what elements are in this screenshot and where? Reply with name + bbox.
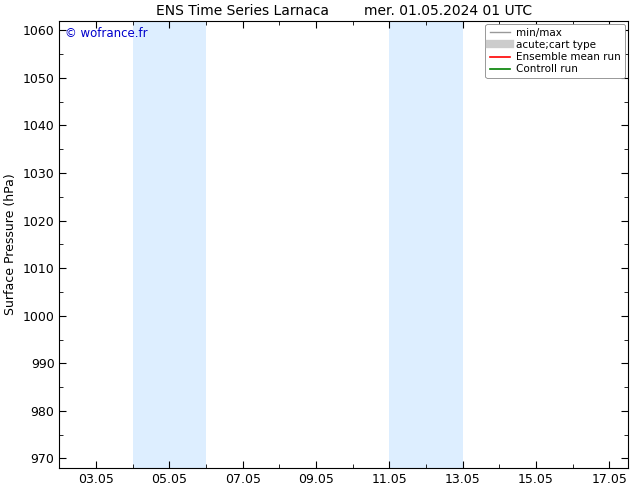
Y-axis label: Surface Pressure (hPa): Surface Pressure (hPa) (4, 173, 17, 315)
Legend: min/max, acute;cart type, Ensemble mean run, Controll run: min/max, acute;cart type, Ensemble mean … (486, 24, 624, 78)
Title: ENS Time Series Larnaca        mer. 01.05.2024 01 UTC: ENS Time Series Larnaca mer. 01.05.2024 … (155, 4, 532, 18)
Text: © wofrance.fr: © wofrance.fr (65, 27, 148, 41)
Bar (389, 21, 463, 468)
Bar (133, 21, 206, 468)
